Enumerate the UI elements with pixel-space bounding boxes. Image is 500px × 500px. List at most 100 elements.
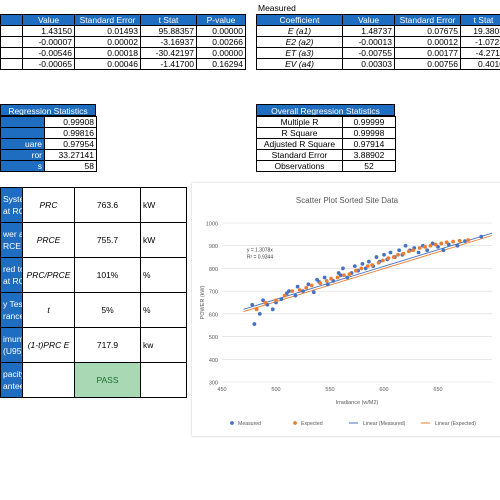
capacity-unit: % bbox=[140, 292, 187, 328]
y-axis-label: POWER (kW) bbox=[200, 285, 206, 319]
y-tick-label: 600 bbox=[209, 312, 218, 318]
table-cell: 0.01493 bbox=[74, 25, 141, 37]
capacity-symbol: PRC/PRCE bbox=[22, 257, 75, 293]
header-cell: t Stat bbox=[140, 14, 197, 26]
table-cell: -30.42197 bbox=[140, 47, 197, 59]
table-cell: 1.43150 bbox=[22, 25, 75, 37]
measured-point bbox=[366, 259, 371, 264]
table-cell: EV (a4) bbox=[256, 58, 343, 70]
expected-point bbox=[309, 283, 314, 288]
expected-point bbox=[396, 252, 400, 257]
capacity-label: y Test rance bbox=[0, 292, 23, 328]
measured-point bbox=[382, 252, 386, 257]
table-cell: 0.16294 bbox=[196, 58, 246, 70]
header-cell: Coefficient bbox=[256, 14, 343, 26]
header-cell: Standard Error bbox=[394, 14, 461, 26]
capacity-symbol: (1-t)PRC E bbox=[22, 327, 75, 363]
capacity-symbol: PRC bbox=[22, 187, 75, 223]
table-row: -0.00546 0.00018 -30.42197 0.00000 bbox=[0, 47, 246, 59]
expected-point bbox=[376, 260, 381, 265]
capacity-label: System at RC bbox=[0, 187, 23, 223]
capacity-value: 5% bbox=[74, 292, 141, 328]
measured-point bbox=[360, 261, 365, 266]
stats-label bbox=[0, 116, 45, 128]
x-tick-label: 550 bbox=[325, 387, 334, 393]
table-cell: -0.00546 bbox=[22, 47, 75, 59]
measured-point bbox=[287, 289, 291, 294]
expected-point bbox=[304, 285, 309, 290]
capacity-unit: kw bbox=[140, 327, 187, 363]
measured-point bbox=[403, 243, 408, 248]
trendline-expected bbox=[243, 235, 493, 313]
measured-title: Measured bbox=[258, 3, 296, 13]
expected-point bbox=[365, 264, 370, 269]
expected-point bbox=[411, 248, 416, 253]
expected-point bbox=[386, 256, 391, 261]
legend-marker bbox=[230, 421, 234, 425]
capacity-label: imum (U95) bbox=[0, 327, 23, 363]
y-tick-label: 1000 bbox=[206, 222, 218, 228]
expected-point bbox=[254, 307, 259, 312]
y-tick-label: 800 bbox=[209, 267, 218, 273]
capacity-value: 717.9 bbox=[74, 327, 141, 363]
stats-row: 0.99816 bbox=[0, 127, 97, 139]
legend-label: Measured bbox=[238, 421, 261, 427]
overall-regression-statistics-table: Multiple R 0.99999 R Square 0.99998 Adjusted… bbox=[256, 116, 396, 172]
expected-point bbox=[457, 238, 462, 243]
table-cell: -0.00065 bbox=[22, 58, 75, 70]
expected-point bbox=[329, 276, 333, 281]
stats-label: R Square bbox=[256, 127, 343, 139]
expected-point bbox=[466, 238, 471, 242]
measured-point bbox=[479, 234, 484, 239]
table-cell: 0.00000 bbox=[196, 25, 246, 37]
table-cell: -3.16937 bbox=[140, 36, 197, 48]
r-squared-label: R² = 0.9344 bbox=[247, 255, 273, 261]
pass-badge: PASS bbox=[74, 362, 141, 398]
measured-point bbox=[416, 250, 421, 255]
stats-label: Standard Error bbox=[256, 149, 343, 161]
stats-label: Adjusted R Square bbox=[256, 138, 343, 150]
measured-point bbox=[293, 293, 298, 298]
header-cell: Value bbox=[342, 14, 395, 26]
regression-statistics-table: 0.99908 0.99816 uare 0.97954 ror 33.27141 s 58 bbox=[0, 116, 97, 172]
header-cell: Standard Error bbox=[74, 14, 141, 26]
stats-row: Adjusted R Square 0.97914 bbox=[256, 138, 396, 150]
table-cell: E (a1) bbox=[256, 25, 343, 37]
measured-point bbox=[306, 282, 311, 287]
table-cell: 19.3803 bbox=[460, 25, 500, 37]
y-tick-label: 500 bbox=[209, 335, 218, 341]
expected-point bbox=[423, 244, 427, 249]
scatter-chart: Scatter Plot Sorted Site Data 300 400 500 60… bbox=[192, 183, 500, 436]
measured-point bbox=[250, 302, 255, 307]
table-cell: 0.00303 bbox=[342, 58, 395, 70]
capacity-label: wer at RCE bbox=[0, 222, 23, 258]
stats-row: s 58 bbox=[0, 160, 97, 172]
table-cell: -1.0723 bbox=[460, 36, 500, 48]
table-cell: -4.2711 bbox=[460, 47, 500, 59]
table-cell: 0.00018 bbox=[74, 47, 141, 59]
table-cell: 95.88357 bbox=[140, 25, 197, 37]
table-cell: 0.4010 bbox=[460, 58, 500, 70]
table-row: -0.00065 0.00046 -1.41700 0.16294 bbox=[0, 58, 246, 70]
x-axis-label: Irradiance (w/M2) bbox=[336, 400, 379, 406]
measured-point bbox=[341, 266, 345, 271]
measured-point bbox=[397, 248, 402, 253]
table-cell: 0.00756 bbox=[394, 58, 461, 70]
table-cell: 1.48737 bbox=[342, 25, 395, 37]
stats-value: 52 bbox=[342, 160, 396, 172]
expected-point bbox=[444, 240, 449, 245]
y-tick-label: 700 bbox=[209, 290, 218, 296]
regression-statistics-title: Regression Statistics bbox=[0, 104, 96, 116]
measured-point bbox=[270, 307, 275, 312]
stats-value: 0.99999 bbox=[342, 116, 396, 128]
stats-row: 0.99908 bbox=[0, 116, 97, 128]
stats-value: 0.99908 bbox=[44, 116, 97, 128]
expected-point bbox=[318, 281, 323, 286]
stats-value: 58 bbox=[44, 160, 97, 172]
measured-point bbox=[388, 250, 393, 255]
expected-point bbox=[391, 255, 396, 259]
stats-row: ror 33.27141 bbox=[0, 149, 97, 161]
capacity-symbol bbox=[22, 362, 75, 398]
